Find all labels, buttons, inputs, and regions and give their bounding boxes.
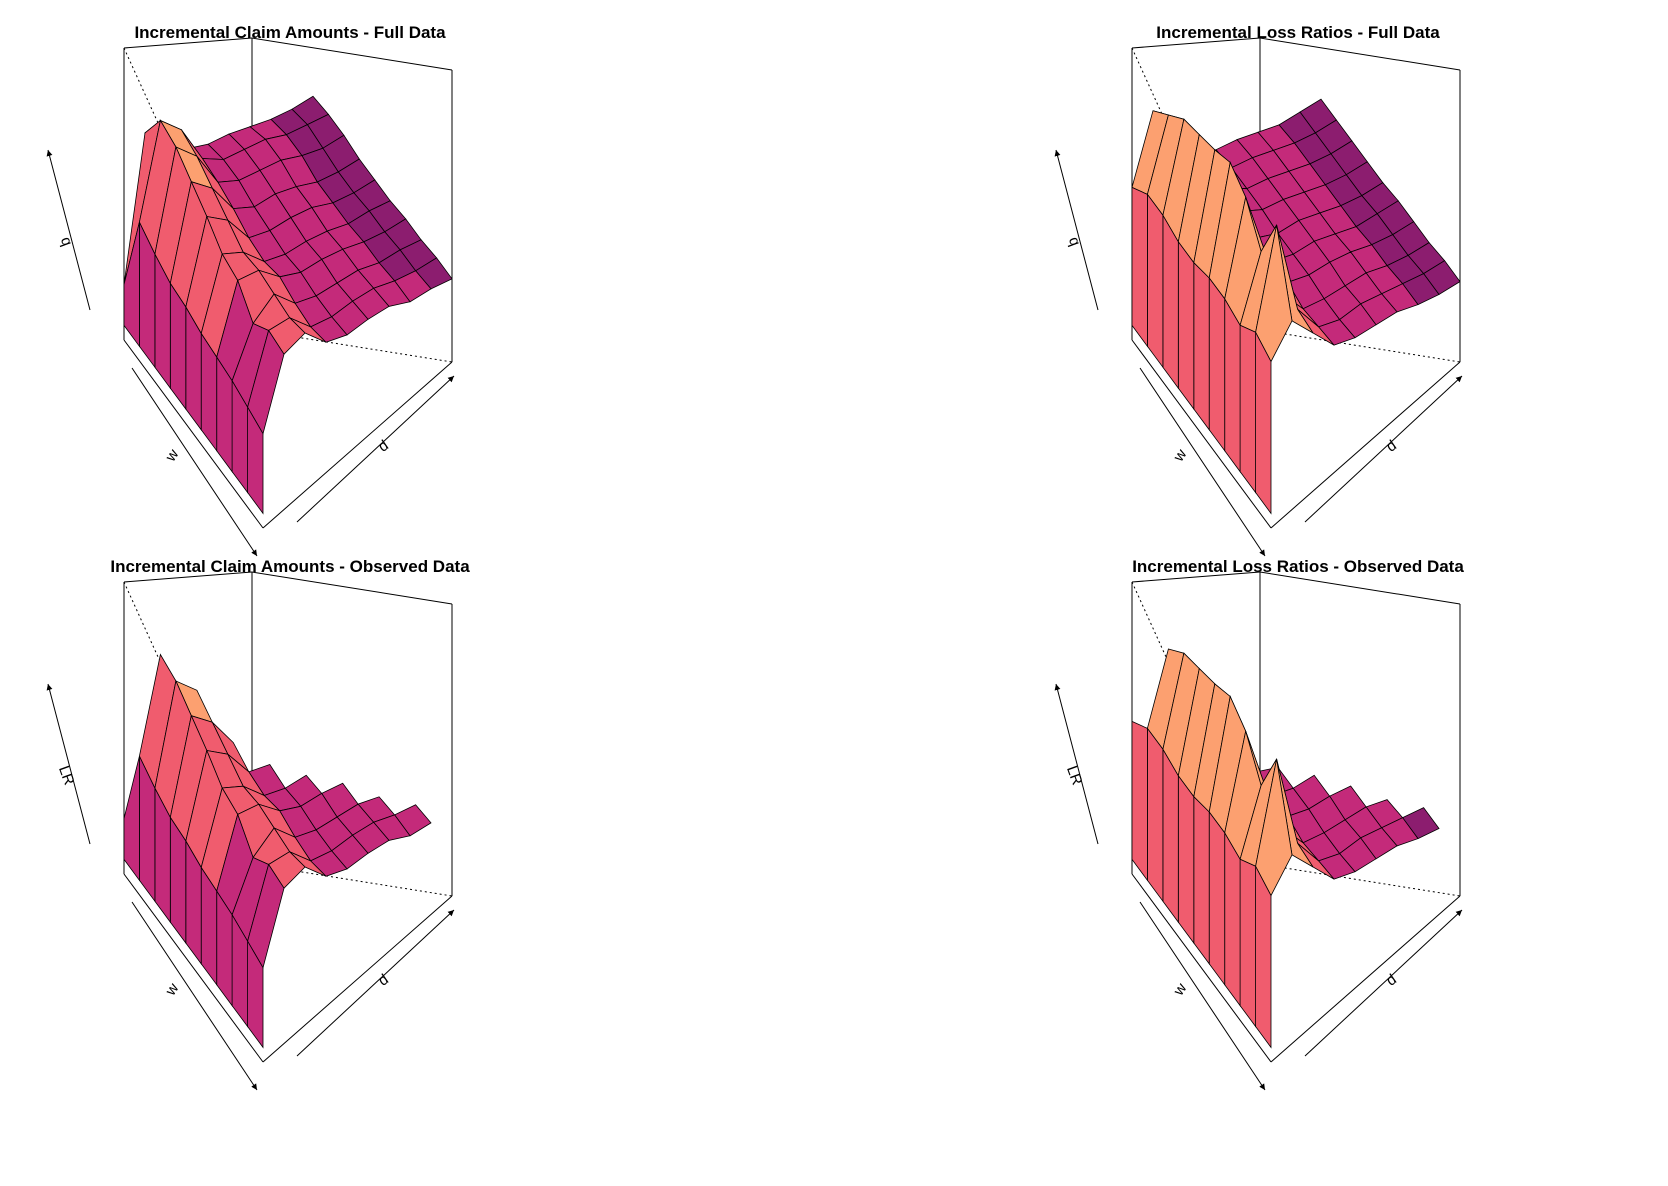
z-axis-arrow — [1054, 683, 1099, 845]
cube-edge — [262, 895, 453, 1063]
surface-plot-4: Incremental Loss Ratios - Observed Data w… — [1054, 557, 1464, 1091]
surface-skirt — [1208, 810, 1226, 986]
cube-edge — [123, 339, 264, 529]
cube-edge — [1259, 37, 1461, 71]
d-axis-arrow — [296, 909, 455, 1057]
chart-title: Incremental Claim Amounts - Observed Dat… — [110, 557, 470, 576]
surface-skirt — [1255, 866, 1272, 1049]
d-axis-label: d — [375, 971, 392, 990]
surface-skirt — [1131, 186, 1148, 348]
cube-edge — [251, 571, 453, 605]
surface-skirt — [1193, 795, 1210, 966]
w-axis-label: w — [1170, 980, 1191, 999]
cube-hidden-edge — [1259, 329, 1461, 363]
w-axis-arrow — [131, 901, 258, 1091]
d-axis-label: d — [375, 437, 392, 456]
surface-skirt — [1239, 324, 1257, 494]
surface-skirt — [1147, 727, 1164, 903]
cube-hidden-edge — [1131, 581, 1261, 865]
cube-edge — [1131, 873, 1272, 1063]
z-axis-label: LR — [1063, 764, 1086, 788]
surface-skirt — [1177, 240, 1195, 411]
surface-skirt — [1239, 858, 1257, 1028]
cube-hidden-edge — [1131, 47, 1261, 331]
cube-edge — [123, 37, 253, 49]
cube-edge — [1131, 339, 1272, 529]
cube-edge — [123, 873, 264, 1063]
chart-title: Incremental Loss Ratios - Observed Data — [1132, 557, 1464, 576]
cube-hidden-edge — [123, 47, 253, 331]
cube-edge — [1270, 361, 1461, 529]
z-axis-arrow — [46, 149, 91, 311]
d-axis-arrow — [296, 375, 455, 523]
cube-edge — [1131, 571, 1261, 583]
cube-hidden-edge — [251, 863, 453, 897]
surface-skirt — [1162, 747, 1179, 924]
d-axis-label: d — [1383, 971, 1400, 990]
w-axis-label: w — [1170, 446, 1191, 465]
w-axis-arrow — [1139, 367, 1266, 557]
chart-panel-3: Incremental Claim Amounts - Observed Dat… — [40, 552, 600, 1112]
chart-title: Incremental Loss Ratios - Full Data — [1156, 23, 1440, 42]
chart-panel-4: Incremental Loss Ratios - Observed Data w… — [1048, 552, 1608, 1112]
w-axis-label: w — [162, 446, 183, 465]
z-axis-arrow — [46, 683, 91, 845]
w-axis-arrow — [1139, 901, 1266, 1091]
surface-skirt — [1162, 213, 1179, 390]
cube-edge — [1259, 571, 1461, 605]
w-axis-label: w — [162, 980, 183, 999]
surface-skirt — [1224, 831, 1241, 1007]
cube-edge — [1270, 895, 1461, 1063]
surface-skirt — [1224, 297, 1241, 473]
d-axis-arrow — [1304, 375, 1463, 523]
cube-edge — [262, 361, 453, 529]
surface-skirt — [123, 756, 140, 882]
surface-skirt — [1131, 720, 1148, 882]
surface — [123, 653, 432, 1049]
surface — [123, 95, 453, 515]
cube-edge — [251, 37, 453, 71]
surface-skirt — [1147, 193, 1164, 369]
surface-skirt — [1208, 276, 1226, 452]
surface-skirt — [1177, 774, 1195, 945]
cube-edge — [1131, 37, 1261, 49]
w-axis-arrow — [131, 367, 258, 557]
z-axis-arrow — [1054, 149, 1099, 311]
cube-hidden-edge — [1259, 863, 1461, 897]
surface-skirt — [123, 222, 140, 348]
cube-hidden-edge — [123, 581, 253, 865]
chart-title: Incremental Claim Amounts - Full Data — [134, 23, 446, 42]
surface — [1131, 98, 1461, 515]
cube-edge — [123, 571, 253, 583]
d-axis-label: d — [1383, 437, 1400, 456]
cube-hidden-edge — [251, 329, 453, 363]
surface-skirt — [1255, 332, 1272, 515]
chart-panel-1: Incremental Claim Amounts - Full Data w d q — [40, 18, 600, 578]
surface-plot-3: Incremental Claim Amounts - Observed Dat… — [46, 557, 470, 1091]
surface — [1131, 648, 1440, 1049]
chart-panel-2: Incremental Loss Ratios - Full Data w d q — [1048, 18, 1608, 578]
z-axis-label: LR — [55, 764, 78, 788]
d-axis-arrow — [1304, 909, 1463, 1057]
surface-skirt — [1193, 261, 1210, 432]
